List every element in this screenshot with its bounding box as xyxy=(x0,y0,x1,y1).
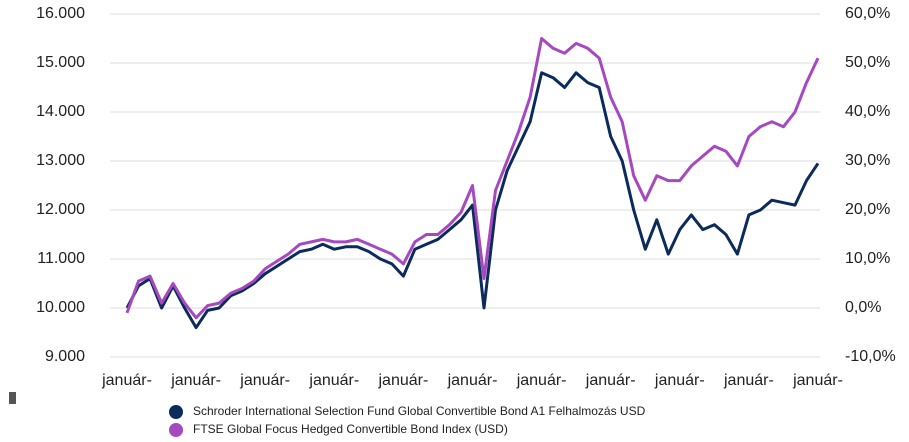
series-line xyxy=(125,37,820,320)
y-tick-label: 12.000 xyxy=(36,201,85,218)
x-tick-label: január- xyxy=(377,372,428,389)
x-tick-label: január- xyxy=(723,372,774,389)
y2-tick-label: 20,0% xyxy=(845,201,890,218)
y-tick-label: 9.000 xyxy=(45,348,85,365)
x-tick-label: január- xyxy=(585,372,636,389)
y-tick-label: 14.000 xyxy=(36,103,85,120)
legend-label: Schroder International Selection Fund Gl… xyxy=(193,404,646,418)
y-tick-label: 11.000 xyxy=(37,250,85,267)
y-tick-label: 13.000 xyxy=(36,152,85,169)
x-tick-label: január- xyxy=(792,372,843,389)
y2-tick-label: 50,0% xyxy=(845,54,890,71)
legend-marker xyxy=(169,405,183,419)
y2-tick-label: 0,0% xyxy=(845,299,881,316)
x-tick-label: január- xyxy=(239,372,290,389)
x-tick-label: január- xyxy=(101,372,152,389)
x-tick-label: január- xyxy=(654,372,705,389)
y2-tick-label: 30,0% xyxy=(845,152,890,169)
y2-tick-label: 60,0% xyxy=(845,5,890,22)
y2-tick-label: -10,0% xyxy=(845,348,896,365)
icon xyxy=(9,392,16,404)
series-line xyxy=(125,71,820,330)
y-tick-label: 16.000 xyxy=(36,5,85,22)
legend-marker xyxy=(169,423,183,437)
x-tick-label: január- xyxy=(308,372,359,389)
y2-tick-label: 40,0% xyxy=(845,103,890,120)
x-tick-label: január- xyxy=(516,372,567,389)
y-tick-label: 10.000 xyxy=(36,299,85,316)
y-tick-label: 15.000 xyxy=(36,54,85,71)
y2-tick-label: 10,0% xyxy=(845,250,890,267)
x-tick-label: január- xyxy=(170,372,221,389)
legend-label: FTSE Global Focus Hedged Convertible Bon… xyxy=(193,422,508,436)
x-tick-label: január- xyxy=(447,372,498,389)
